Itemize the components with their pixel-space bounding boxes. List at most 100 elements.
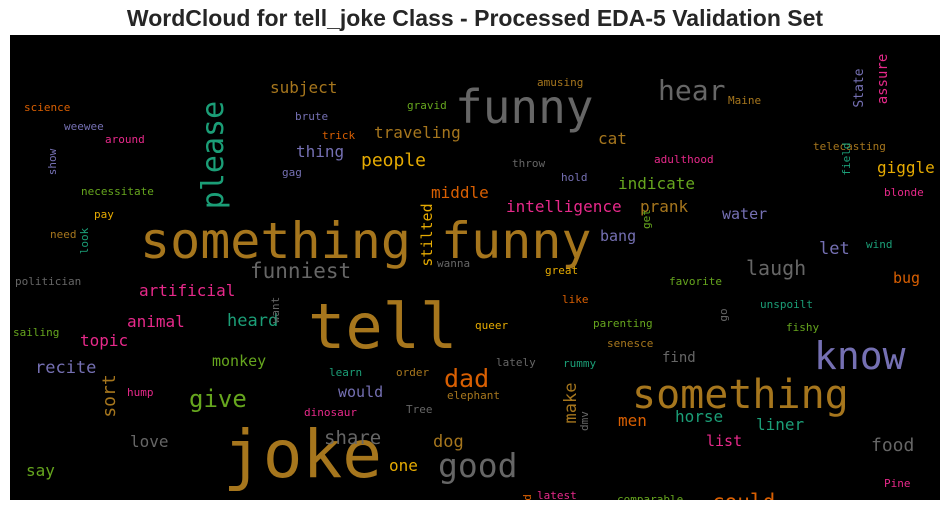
word-joke: joke (223, 416, 382, 493)
word-order: order (396, 366, 429, 379)
word-thing: thing (296, 142, 344, 161)
word-find: find (662, 350, 696, 366)
word-brute: brute (295, 110, 328, 123)
word-elephant: elephant (447, 389, 500, 402)
word-show: show (46, 148, 59, 175)
word-know: know (814, 334, 906, 378)
word-stilted: stilted (418, 203, 436, 266)
word-men: men (618, 411, 647, 430)
word-middle: middle (431, 183, 489, 202)
word-assure: assure (875, 54, 891, 105)
word-prank: prank (640, 197, 689, 216)
word-food: food (871, 435, 914, 456)
word-wanna: wanna (437, 257, 470, 270)
word-dinosaur: dinosaur (304, 406, 357, 419)
word-unspoilt: unspoilt (760, 298, 813, 311)
word-senesce: senesce (607, 337, 653, 350)
word-comparable: comparable (617, 493, 683, 500)
word-science: science (24, 101, 70, 114)
word-learn: learn (329, 366, 362, 379)
word-liner: liner (756, 415, 805, 434)
word-could: could (712, 490, 775, 500)
word-intelligence: intelligence (506, 197, 622, 216)
word-queer: queer (475, 319, 508, 332)
word-adulthood: adulthood (654, 153, 714, 166)
word-cat: cat (598, 129, 627, 148)
word-one: one (389, 456, 418, 475)
word-sort: sort (99, 374, 120, 417)
word-bang: bang (600, 227, 636, 245)
word-wind: wind (866, 238, 893, 251)
word-parenting: parenting (593, 317, 653, 330)
word-politician: politician (15, 275, 81, 288)
wordcloud-svg: joke tell something funny funny somethingkno… (13, 54, 935, 500)
wordcloud-panel: joke tell something funny funny something kno… (10, 35, 940, 500)
word-monkey: monkey (212, 352, 266, 370)
word-lately: lately (496, 356, 536, 369)
word-maine: Maine (728, 94, 761, 107)
word-give: give (189, 385, 247, 413)
word-hump: hump (127, 386, 154, 399)
word-weewee: weewee (64, 120, 104, 133)
word-look: look (78, 227, 91, 254)
word-indicate: indicate (618, 174, 695, 193)
word-amusing: amusing (537, 76, 583, 89)
word-necessitate: necessitate (81, 185, 154, 198)
word-field: field (840, 142, 853, 175)
word-dog: dog (433, 432, 464, 452)
word-like: like (562, 293, 589, 306)
word-gravid: gravid (407, 99, 447, 112)
word-great: great (545, 264, 578, 277)
word-i-d: i'd (521, 494, 534, 500)
word-telecasting: telecasting (813, 140, 886, 153)
word-topic: topic (80, 331, 128, 350)
word-heard: heard (227, 311, 278, 331)
word-say: say (26, 461, 55, 480)
word-latest: latest (537, 489, 577, 500)
word-make: make (561, 383, 581, 424)
word-hold: hold (561, 171, 588, 184)
word-subject: subject (270, 78, 337, 97)
word-good: good (438, 446, 517, 485)
word-horse: horse (675, 407, 723, 426)
word-please: please (196, 101, 231, 209)
word-favorite: favorite (669, 275, 722, 288)
word-trick: trick (322, 129, 355, 142)
word-would: would (338, 383, 383, 401)
word-fishy: fishy (786, 321, 819, 334)
word-laugh: laugh (746, 256, 806, 280)
word-pay: pay (94, 208, 114, 221)
word-state: State (852, 68, 867, 107)
word-sailing: sailing (13, 326, 59, 339)
word-funniest: funniest (250, 259, 351, 283)
word-throw: throw (512, 157, 545, 170)
word-pine: Pine (884, 477, 911, 490)
word-hear: hear (658, 74, 725, 107)
word-let: let (819, 239, 850, 259)
word-rummy: rummy (563, 357, 596, 370)
word-tree: Tree (406, 403, 433, 416)
word-want: want (269, 297, 282, 324)
word-need: need (50, 228, 77, 241)
word-giggle: giggle (877, 158, 935, 177)
word-recite: recite (35, 358, 96, 378)
word-people: people (361, 150, 426, 171)
word-something-funny: something funny (140, 212, 592, 270)
word-go: go (717, 308, 730, 321)
word-dmv: dmv (578, 411, 591, 431)
word-love: love (130, 432, 169, 451)
chart-title: WordCloud for tell_joke Class - Processe… (126, 5, 824, 31)
word-share: share (324, 427, 381, 449)
word-get: get (640, 209, 653, 229)
word-funny: funny (455, 80, 593, 134)
word-something: something (632, 372, 849, 418)
word-around: around (105, 133, 145, 146)
word-artificial: artificial (139, 281, 235, 300)
word-dad: dad (444, 364, 489, 393)
word-water: water (722, 205, 767, 223)
word-animal: animal (127, 312, 185, 331)
word-gag: gag (282, 166, 302, 179)
word-traveling: traveling (374, 123, 461, 142)
word-list: list (706, 432, 742, 450)
word-tell: tell (308, 290, 457, 363)
